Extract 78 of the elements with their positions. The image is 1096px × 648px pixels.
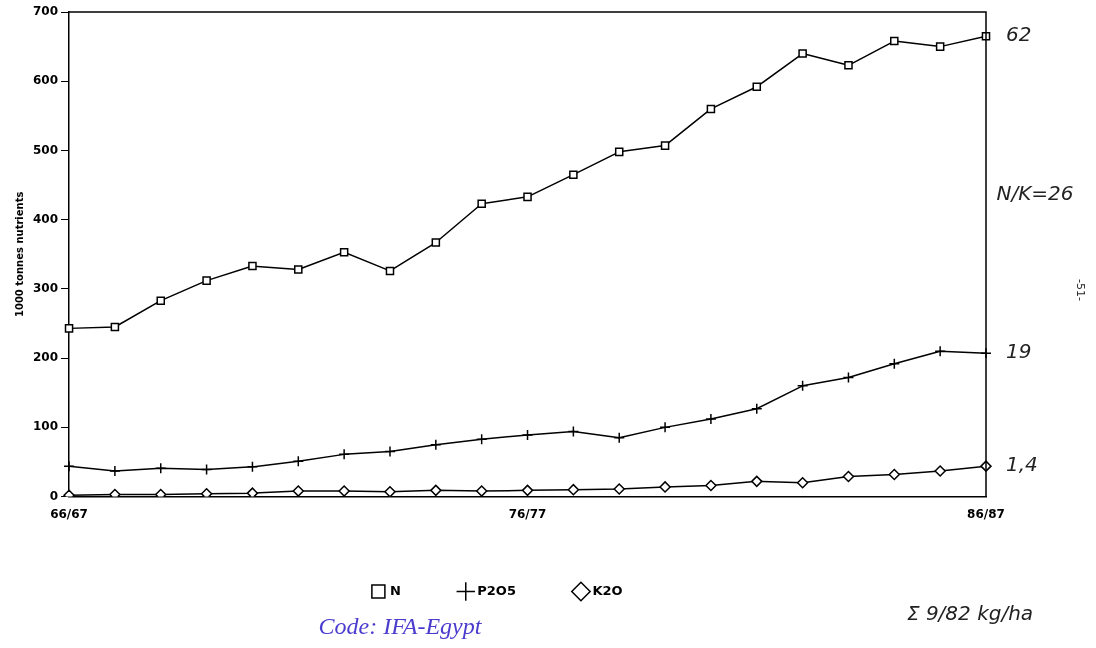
point [569,170,578,179]
point [890,36,899,46]
text: N/K=26 [996,181,1074,206]
annotation: 1,4 [1006,452,1038,477]
point [338,448,350,461]
point [292,455,305,468]
point [248,261,257,271]
point [567,483,580,496]
point [705,413,717,425]
legend-label: P2O5 [477,582,516,598]
point [109,488,121,497]
point [613,432,625,444]
y-tick-label: 200 [32,350,59,365]
point [294,265,303,274]
text: Code: IFA-Egypt [318,613,483,640]
point [844,61,853,70]
y-tick-label: 400 [32,211,59,226]
point [156,296,166,305]
point [109,465,121,477]
point [751,402,763,415]
point [64,324,74,333]
point [200,463,213,476]
point [521,429,534,441]
point [431,238,441,247]
point [842,371,855,384]
y-tick-label: 500 [32,142,59,157]
point [202,276,211,285]
point [475,485,488,497]
point [751,475,763,488]
point [796,380,809,392]
point [430,484,442,497]
y-axis-title: 1000 tonnes nutrients [13,191,25,318]
y-tick-label: 300 [32,281,59,296]
x-tick-label: 66/67 [50,506,88,521]
point [934,465,946,477]
point [567,425,580,438]
legend-label: K2O [592,582,623,598]
point [338,485,350,497]
point [292,485,305,497]
y-tick-label: 600 [32,73,59,88]
point [659,421,671,434]
point [935,42,945,51]
point [246,487,259,497]
annotation: 62 [1006,22,1032,47]
point [888,468,901,481]
point [477,199,486,209]
point [842,470,855,483]
point [614,147,624,157]
point [521,484,534,497]
point [659,481,671,493]
text: -51- [1074,279,1088,301]
point [385,266,395,276]
point [660,141,670,150]
point [798,49,807,58]
point [154,462,167,474]
point [752,82,762,92]
x-tick-label: 76/77 [508,506,547,521]
point [110,322,120,332]
text: Σ 9/82 kg/ha [906,601,1034,626]
annotation: 19 [1006,339,1032,364]
point [430,438,442,451]
point [246,461,259,473]
point [384,486,396,497]
point [705,479,717,492]
point [888,357,901,370]
x-tick-label: 86/87 [967,506,1005,521]
point [523,192,532,202]
point [796,477,809,489]
y-tick-label: 700 [32,4,59,19]
legend-label: N [389,582,401,598]
point [384,445,396,458]
point [475,433,488,445]
point [339,247,349,257]
y-tick-label: 0 [49,488,59,503]
y-tick-label: 100 [32,419,59,434]
point [706,104,716,114]
point [613,483,625,495]
point [934,345,946,357]
